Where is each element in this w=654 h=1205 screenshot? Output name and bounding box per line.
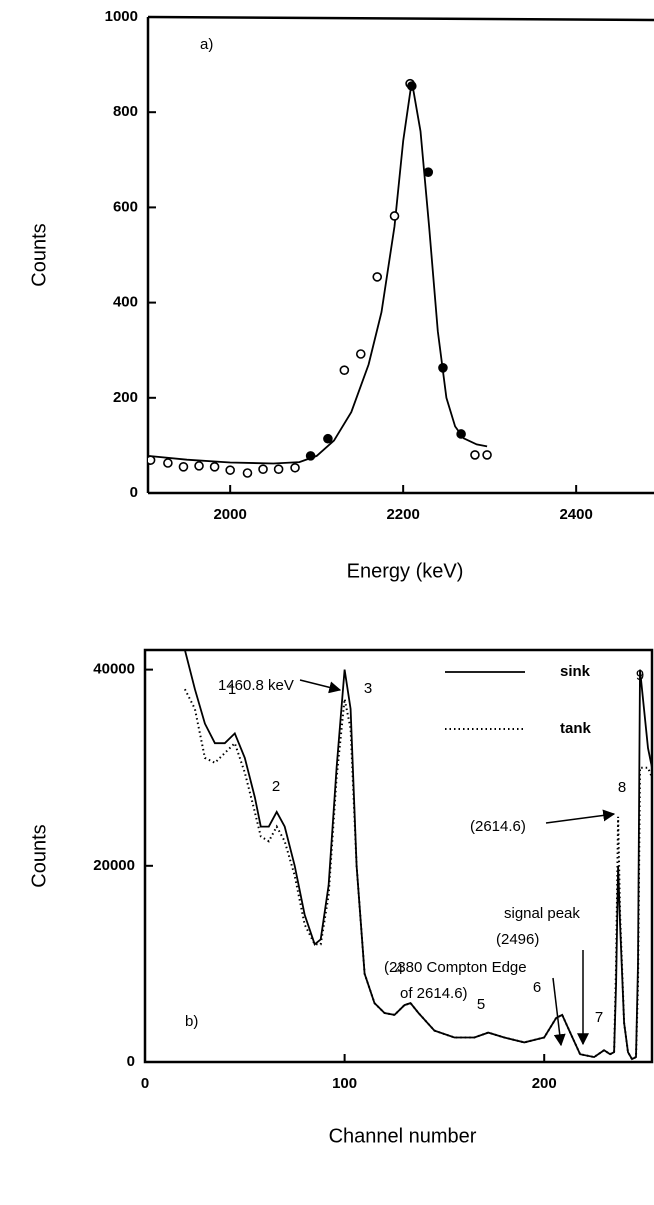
data-point [148, 455, 156, 465]
annotation: 9 [636, 667, 644, 684]
plot-frame [143, 648, 654, 1064]
annotation: 3 [364, 680, 372, 697]
data-point [290, 462, 300, 473]
annotation: of 2614.6) [400, 985, 468, 1002]
annotation: 2 [272, 778, 280, 795]
x-axis-label: Energy (keV) [347, 560, 464, 582]
data-point [242, 468, 253, 478]
annotation: signal peak [504, 905, 580, 922]
annotation: 4 [395, 961, 403, 978]
x-tick-label: 2200 [386, 506, 419, 523]
x-tick-label: 2400 [559, 506, 592, 523]
plot-area [184, 650, 652, 1061]
data-point [438, 363, 448, 373]
x-axis-label: Channel number [329, 1125, 477, 1147]
y-tick-label: 20000 [93, 857, 135, 874]
plot-area [148, 78, 492, 478]
y-tick-label: 0 [127, 1053, 135, 1070]
data-point [355, 349, 366, 359]
x-tick-label: 2000 [213, 506, 246, 523]
top-axis [147, 15, 654, 22]
data-point [456, 429, 466, 439]
data-point [423, 167, 434, 177]
data-point [407, 81, 417, 91]
data-point [194, 461, 204, 471]
legend-label: sink [560, 663, 591, 680]
data-point [305, 451, 316, 461]
annotation-arrow [299, 679, 342, 694]
annotation: 7 [595, 1009, 603, 1026]
x-tick-label: 200 [532, 1075, 557, 1092]
data-line [148, 81, 488, 465]
data-point [209, 462, 220, 472]
annotation: (2614.6) [470, 818, 526, 835]
data-point [258, 464, 268, 475]
annotation: 6 [533, 979, 541, 996]
annotation: b) [185, 1013, 198, 1030]
annotation: a) [200, 36, 213, 53]
data-point [372, 272, 383, 282]
annotation: (2496) [496, 931, 539, 948]
annotation: 5 [477, 996, 485, 1013]
data-point [225, 465, 235, 475]
data-point [482, 450, 492, 460]
annotation: (2380 Compton Edge [384, 959, 527, 976]
y-tick-label: 200 [113, 389, 138, 406]
y-tick-label: 800 [113, 103, 138, 120]
data-point [323, 433, 333, 444]
data-point [339, 365, 350, 375]
data-point [389, 211, 400, 221]
data-point [470, 450, 480, 460]
data-point [178, 462, 189, 472]
data-line [184, 688, 652, 1061]
y-tick-label: 400 [113, 294, 138, 311]
y-tick-label: 0 [130, 484, 138, 501]
data-point [273, 464, 284, 475]
data-point [163, 458, 173, 468]
annotation-arrow [545, 809, 616, 824]
y-axis-label: Counts [28, 223, 50, 286]
annotation: 1 [228, 681, 236, 698]
y-axis-label: Counts [28, 824, 50, 887]
annotation-arrow [552, 977, 566, 1047]
annotation: 8 [618, 779, 626, 796]
y-tick-label: 600 [113, 198, 138, 215]
annotation: 1460.8 keV [218, 677, 294, 694]
legend-label: tank [560, 720, 592, 737]
x-tick-label: 100 [332, 1075, 357, 1092]
y-tick-label: 1000 [105, 8, 138, 25]
y-tick-label: 40000 [93, 661, 135, 678]
x-tick-label: 0 [141, 1075, 149, 1092]
